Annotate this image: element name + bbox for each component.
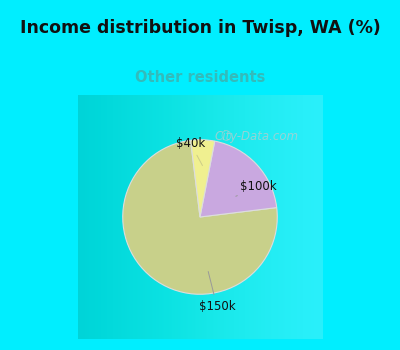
Wedge shape [190,140,215,217]
Text: Other residents: Other residents [135,70,265,85]
Wedge shape [123,140,277,294]
Text: Income distribution in Twisp, WA (%): Income distribution in Twisp, WA (%) [20,19,380,37]
Wedge shape [200,141,277,217]
Text: $100k: $100k [236,180,277,196]
Text: $40k: $40k [176,137,205,166]
Text: City-Data.com: City-Data.com [214,130,298,143]
Text: ○: ○ [220,129,231,142]
Text: $150k: $150k [199,272,235,313]
